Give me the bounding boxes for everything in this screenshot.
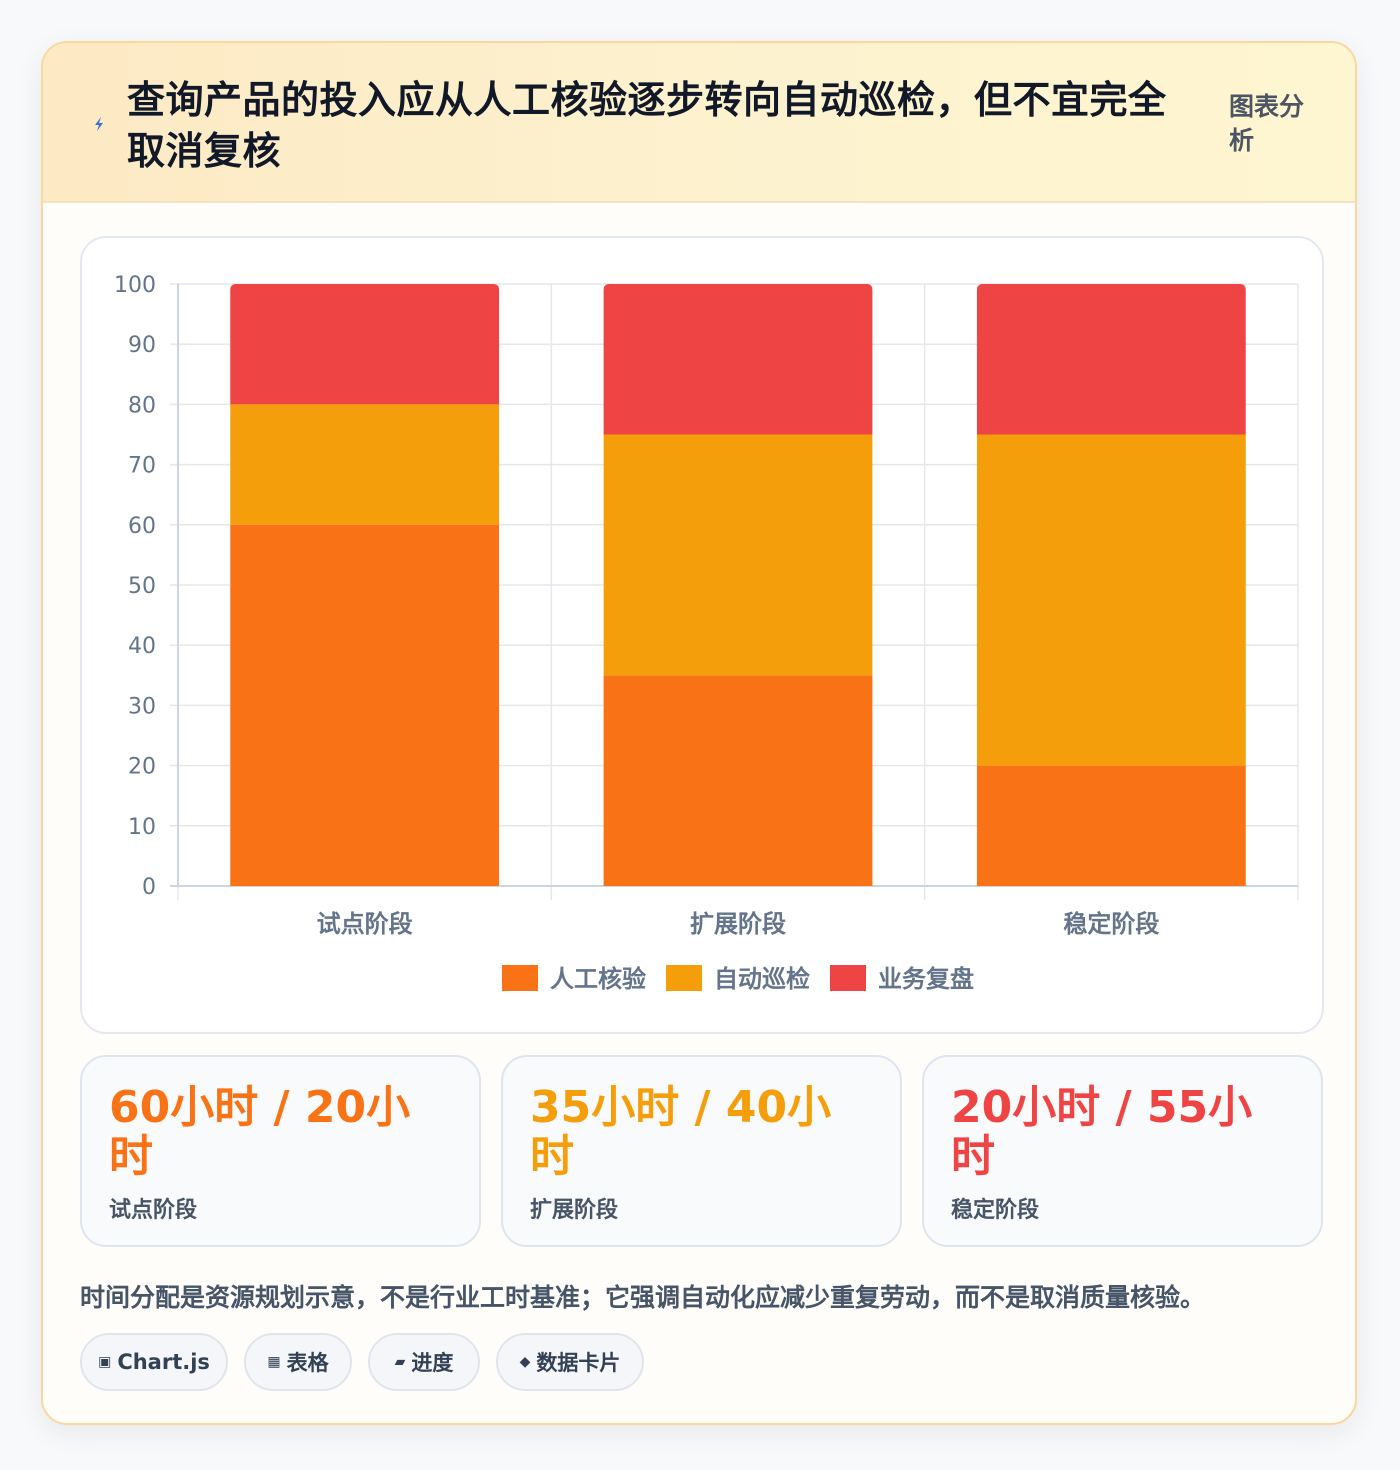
stat-label: 扩展阶段 bbox=[530, 1198, 619, 1223]
legend-swatch bbox=[666, 965, 702, 991]
y-tick-label: 30 bbox=[128, 694, 156, 719]
bar-segment bbox=[230, 404, 500, 525]
stat-card-stable: 20小时 / 55小时 稳定阶段 bbox=[922, 1055, 1323, 1247]
x-tick-label: 扩展阶段 bbox=[690, 910, 786, 938]
stat-card-pilot: 60小时 / 20小时 试点阶段 bbox=[80, 1055, 481, 1247]
stat-label: 试点阶段 bbox=[109, 1198, 198, 1223]
y-tick-label: 50 bbox=[128, 574, 156, 599]
legend-label: 人工核验 bbox=[550, 965, 646, 993]
bar-segment bbox=[976, 434, 1246, 766]
chart-panel: 0 10 20 30 40 50 60 70 80 90 100 试点阶段 扩展阶段 稳定阶段人工核验 自动… bbox=[80, 236, 1324, 1034]
footnote: 时间分配是资源规划示意，不是行业工时基准；它强调自动化应减少重复劳动，而不是取消… bbox=[80, 1283, 1206, 1312]
progress-icon: ▰ bbox=[394, 1354, 406, 1370]
y-tick-label: 10 bbox=[128, 815, 156, 840]
y-tick-label: 100 bbox=[114, 273, 156, 298]
chip-data-cards[interactable]: ◆ 数据卡片 bbox=[496, 1333, 644, 1391]
x-tick-label: 稳定阶段 bbox=[1063, 910, 1159, 938]
y-tick-label: 0 bbox=[142, 875, 156, 900]
chart-icon: ▣ bbox=[98, 1354, 112, 1370]
bar-segment bbox=[230, 284, 500, 405]
stat-value: 20小时 / 55小时 bbox=[951, 1082, 1253, 1182]
chip-progress[interactable]: ▰ 进度 bbox=[368, 1333, 480, 1391]
legend-label: 业务复盘 bbox=[878, 965, 974, 993]
chart-analysis-tag: 图表分析 bbox=[1229, 92, 1305, 155]
y-tick-label: 40 bbox=[128, 634, 156, 659]
stat-label: 稳定阶段 bbox=[951, 1198, 1040, 1223]
y-tick-label: 60 bbox=[128, 514, 156, 539]
x-tick-label: 试点阶段 bbox=[317, 910, 413, 938]
diamond-icon: ◆ bbox=[519, 1354, 531, 1370]
bar-segment bbox=[976, 284, 1246, 435]
chip-label: 表格 bbox=[286, 1351, 329, 1375]
page-title: 查询产品的投入应从人工核验逐步转向自动巡检，但不宜完全取消复核 bbox=[127, 78, 1167, 173]
chip-label: 数据卡片 bbox=[536, 1351, 621, 1375]
lightning-icon bbox=[95, 117, 103, 131]
y-tick-label: 20 bbox=[128, 755, 156, 780]
legend-label: 自动巡检 bbox=[714, 965, 810, 993]
y-tick-label: 90 bbox=[128, 333, 156, 358]
bar-segment bbox=[976, 765, 1246, 886]
y-tick-label: 80 bbox=[128, 393, 156, 418]
y-tick-label: 70 bbox=[128, 454, 156, 479]
bar-segment bbox=[230, 524, 500, 886]
stat-value: 60小时 / 20小时 bbox=[109, 1082, 411, 1182]
legend-swatch bbox=[502, 965, 538, 991]
chip-label: 进度 bbox=[411, 1351, 454, 1375]
legend-swatch bbox=[830, 965, 866, 991]
table-icon: ▦ bbox=[267, 1354, 281, 1370]
card-header: 查询产品的投入应从人工核验逐步转向自动巡检，但不宜完全取消复核 图表分析 bbox=[43, 43, 1355, 203]
stat-card-expansion: 35小时 / 40小时 扩展阶段 bbox=[501, 1055, 902, 1247]
bar-segment bbox=[603, 675, 873, 886]
bar-segment bbox=[603, 284, 873, 435]
bar-segment bbox=[603, 434, 873, 676]
chip-label: Chart.js bbox=[117, 1350, 210, 1374]
chip-table[interactable]: ▦ 表格 bbox=[244, 1333, 352, 1391]
report-card: 查询产品的投入应从人工核验逐步转向自动巡检，但不宜完全取消复核 图表分析 0 10… bbox=[41, 41, 1357, 1425]
stat-value: 35小时 / 40小时 bbox=[530, 1082, 832, 1182]
chip-chartjs[interactable]: ▣ Chart.js bbox=[80, 1333, 228, 1391]
